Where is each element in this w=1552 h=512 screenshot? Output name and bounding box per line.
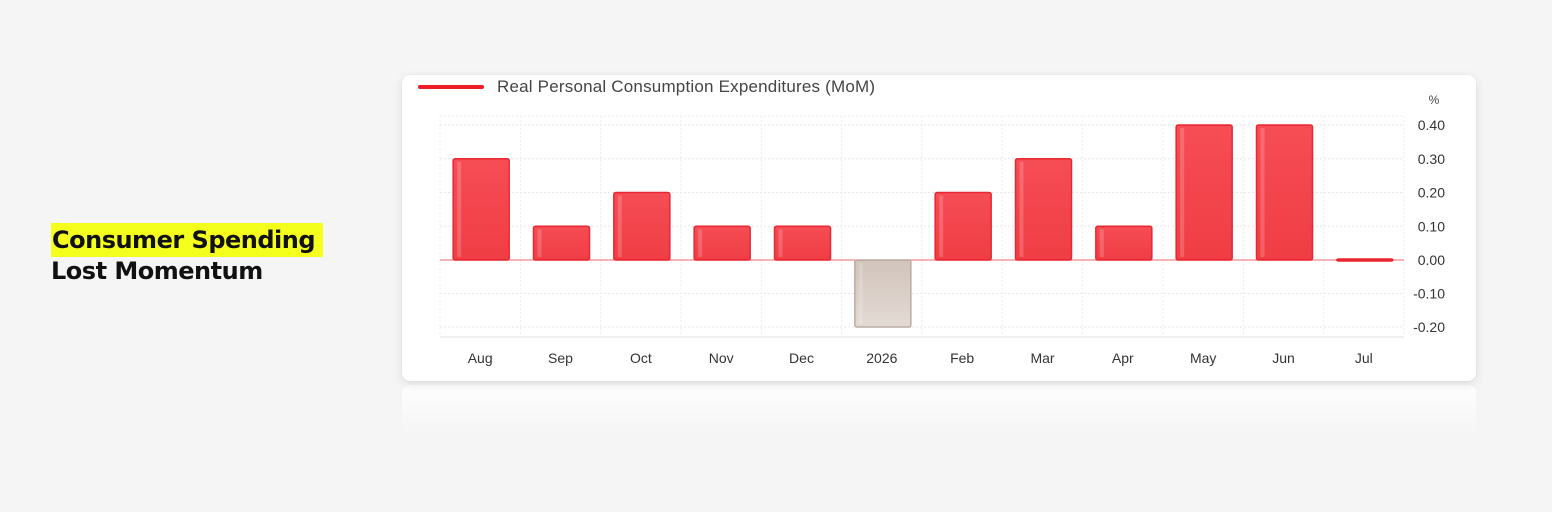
legend-label: Real Personal Consumption Expenditures (… [497, 77, 876, 96]
x-tick-label: Apr [1112, 350, 1134, 366]
bar-highlight [617, 195, 622, 257]
y-tick-label: -0.20 [1413, 319, 1445, 335]
x-tick-label: Dec [789, 350, 814, 366]
bar-highlight [939, 195, 944, 257]
card-reflection [402, 385, 1476, 435]
bar-highlight [1019, 161, 1024, 257]
x-tick-label: Jun [1272, 350, 1295, 366]
bar-dec [773, 225, 832, 261]
x-tick-label: Nov [709, 350, 734, 366]
bar-sep [532, 225, 591, 261]
x-tick-label: Feb [950, 350, 974, 366]
bar-jul [1336, 258, 1394, 262]
x-tick-label: Mar [1030, 350, 1054, 366]
legend-swatch [418, 85, 484, 89]
y-axis-unit: % [1429, 93, 1440, 107]
bar-2026 [854, 259, 912, 328]
bar-highlight [698, 229, 703, 257]
bar-highlight [1180, 128, 1185, 257]
bar-nov [693, 225, 751, 261]
x-tick-label: Oct [630, 350, 652, 366]
y-tick-label: -0.10 [1413, 286, 1445, 302]
x-tick-label: Aug [468, 350, 493, 366]
x-tick-label: May [1190, 350, 1216, 366]
bar-may [1175, 124, 1233, 261]
bar-highlight [858, 263, 863, 324]
x-tick-label: Sep [548, 350, 573, 366]
bar-jun [1255, 124, 1314, 261]
bar-feb [934, 191, 992, 261]
bar-highlight [1099, 229, 1104, 257]
bar-aug [452, 158, 510, 261]
y-tick-label: 0.10 [1418, 218, 1445, 234]
bar-mar [1014, 158, 1073, 261]
bar-oct [613, 191, 671, 261]
x-tick-label: 2026 [866, 350, 897, 366]
y-tick-label: 0.40 [1418, 117, 1445, 133]
bar-highlight [1260, 128, 1265, 257]
y-tick-label: 0.30 [1418, 151, 1445, 167]
chart-legend: Real Personal Consumption Expenditures (… [418, 76, 875, 98]
bar-highlight [457, 161, 462, 257]
bar-apr [1095, 225, 1153, 261]
headline: Consumer Spending Lost Momentum [51, 223, 324, 285]
bar-highlight [537, 229, 542, 257]
x-tick-label: Jul [1355, 350, 1373, 366]
bar-highlight [778, 229, 783, 257]
headline-line-1: Consumer Spending [51, 223, 324, 257]
y-tick-label: 0.00 [1418, 252, 1445, 268]
headline-line-2: Lost Momentum [51, 257, 263, 285]
y-tick-label: 0.20 [1418, 185, 1445, 201]
